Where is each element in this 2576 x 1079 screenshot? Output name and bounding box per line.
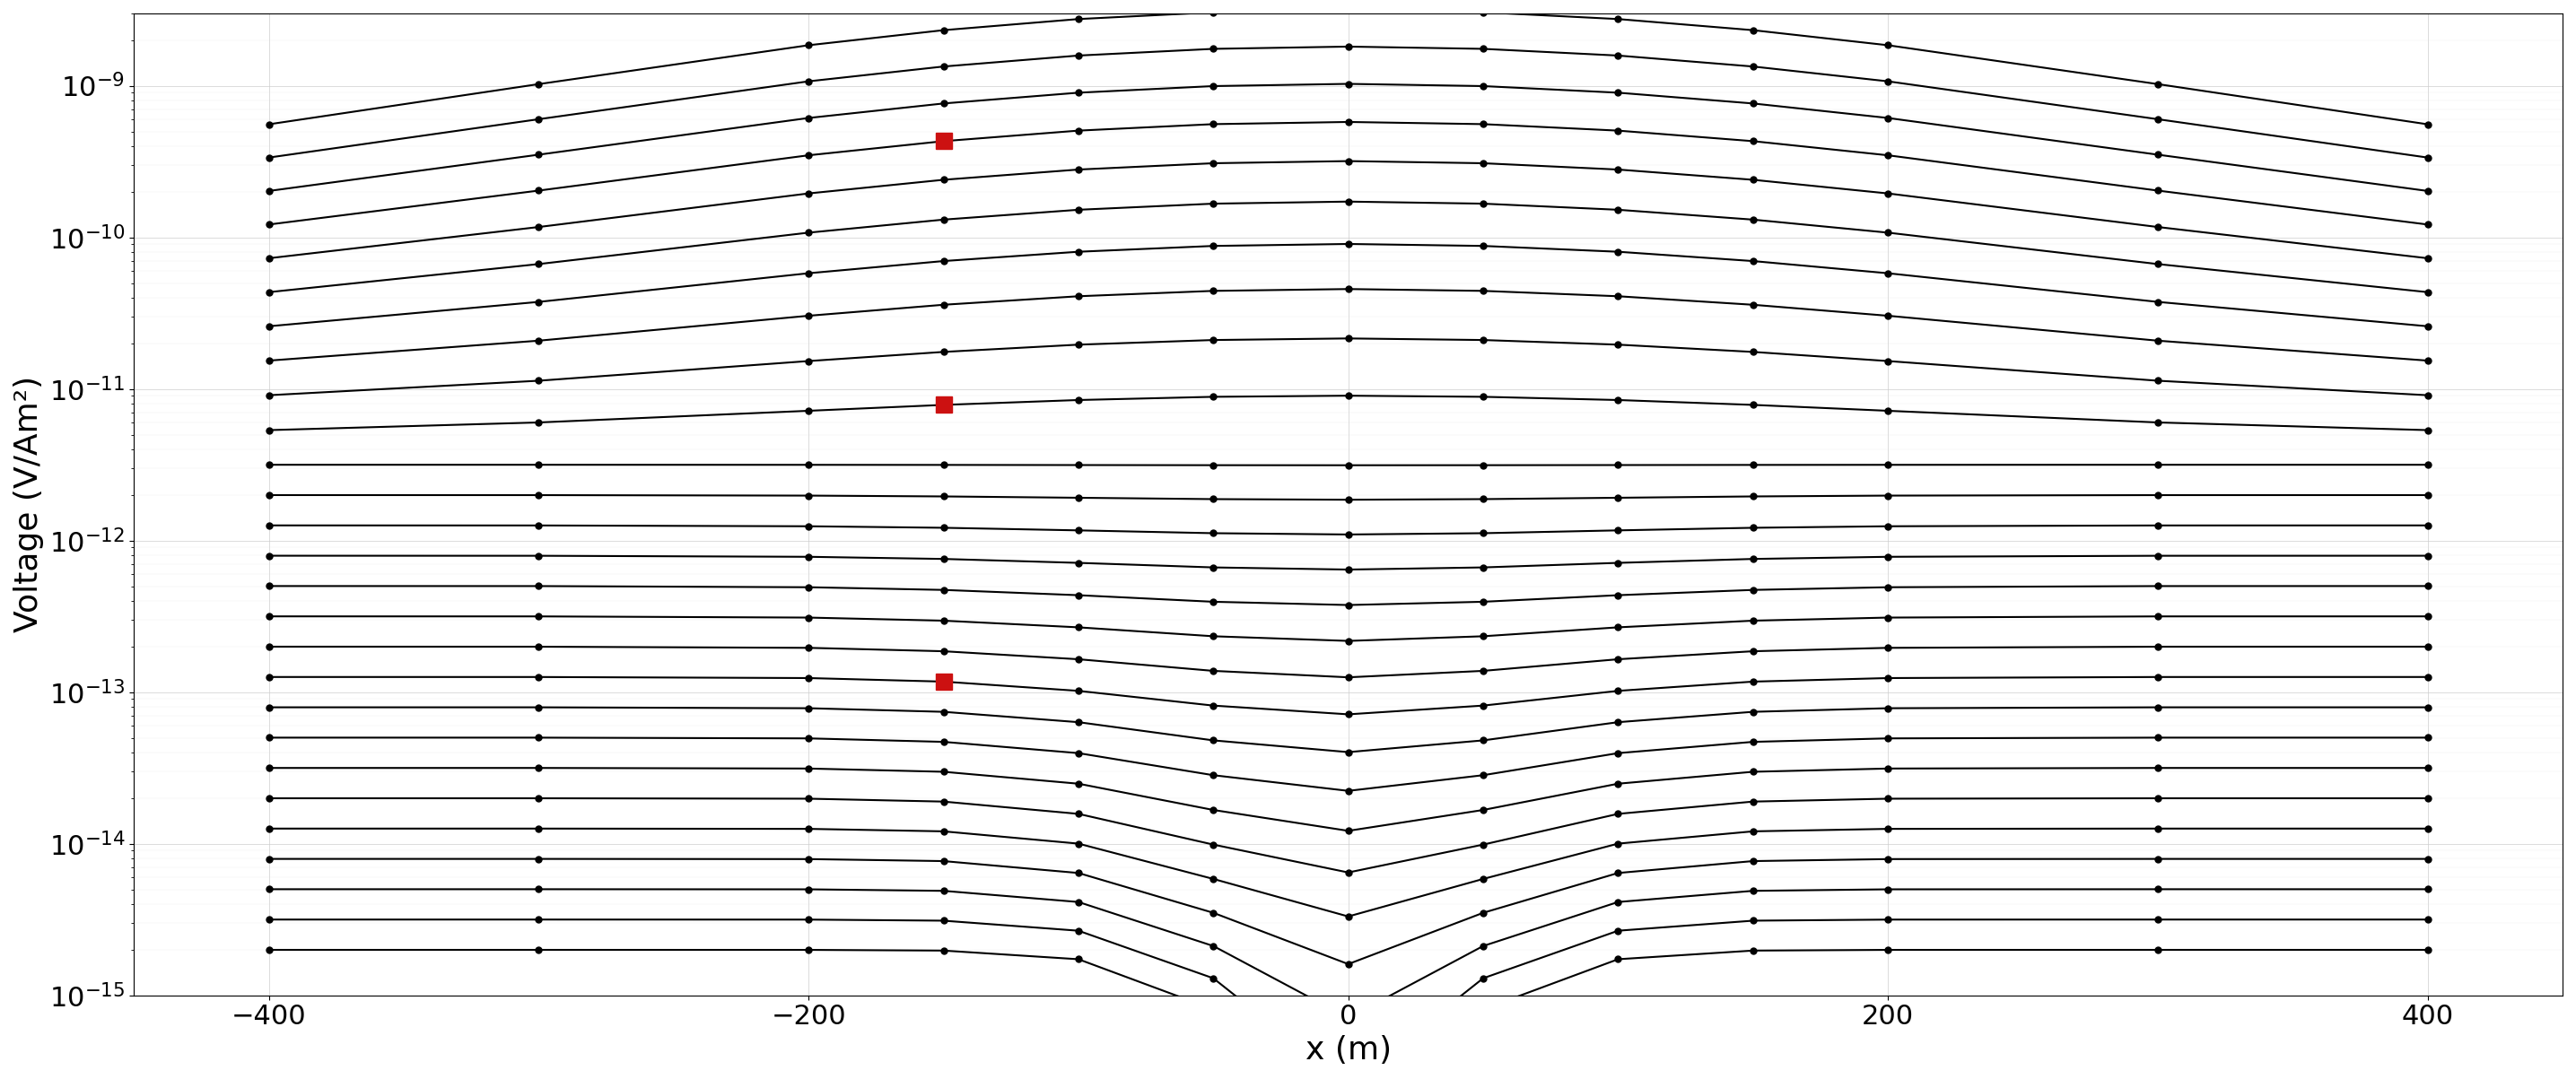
X-axis label: x (m): x (m) bbox=[1306, 1035, 1391, 1066]
Y-axis label: Voltage (V/Am²): Voltage (V/Am²) bbox=[13, 377, 44, 632]
